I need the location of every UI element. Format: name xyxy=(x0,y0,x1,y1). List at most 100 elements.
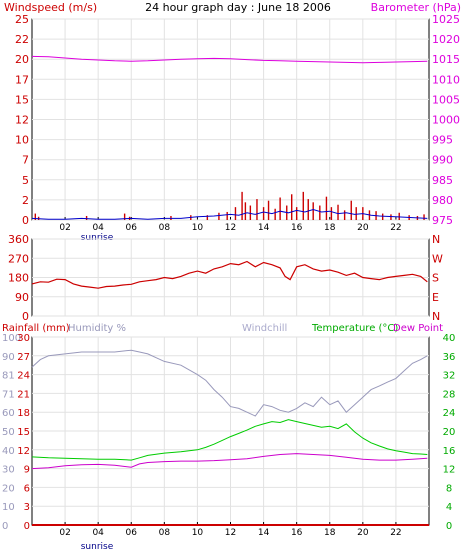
rainfall-tick-label: 6 xyxy=(24,483,30,494)
x-tick-label: 20 xyxy=(357,223,369,233)
x-tick-label: 04 xyxy=(92,223,104,233)
left-tick-label: 15 xyxy=(15,93,29,106)
left-tick-label: 0 xyxy=(22,310,29,323)
temperature-tick-label: 20 xyxy=(443,427,456,438)
rainfall-tick-label: 24 xyxy=(17,371,30,382)
right-tick-label: 1015 xyxy=(432,53,460,66)
humidity-line xyxy=(31,349,428,417)
rainfall-tick-label: 9 xyxy=(24,465,30,476)
wind-gust-line xyxy=(31,208,428,220)
left-tick-label: 180 xyxy=(8,272,29,285)
left-tick-label: 7 xyxy=(22,154,29,167)
rainfall-tick-label: 0 xyxy=(24,521,30,532)
temperature-tick-label: 32 xyxy=(443,371,456,382)
left-tick-label: 90 xyxy=(15,291,29,304)
right-tick-label: 1025 xyxy=(432,13,460,26)
windspeed-axis-label: Windspeed (m/s) xyxy=(4,1,97,14)
x-tick-label: 14 xyxy=(258,528,270,538)
right-tick-label: S xyxy=(432,272,439,285)
x-tick-label: 16 xyxy=(291,223,303,233)
x-tick-label: 10 xyxy=(192,528,204,538)
left-tick-label: 5 xyxy=(22,174,29,187)
rainfall-tick-label: 21 xyxy=(17,389,30,400)
temperature-tick-label: 12 xyxy=(443,465,456,476)
x-tick-label: 06 xyxy=(126,223,138,233)
barometer-line xyxy=(31,55,428,64)
temperature-tick-label: 24 xyxy=(443,408,456,419)
temperature-axis-label: Temperature (°C) xyxy=(311,323,398,334)
rainfall-tick-label: 15 xyxy=(17,427,30,438)
x-tick-label: 22 xyxy=(390,223,401,233)
rainfall-tick-label: 30 xyxy=(17,333,30,344)
x-tick-label: 22 xyxy=(390,528,401,538)
x-tick-label: 18 xyxy=(324,528,336,538)
x-tick-label: 12 xyxy=(225,528,236,538)
humidity-tick-label: 50 xyxy=(2,427,15,438)
left-tick-label: 17 xyxy=(15,73,29,86)
right-tick-label: 1000 xyxy=(432,114,460,127)
chart-title: 24 hour graph day : June 18 2006 xyxy=(145,1,331,14)
rainfall-tick-label: 27 xyxy=(17,352,30,363)
right-tick-label: 1020 xyxy=(432,33,460,46)
temperature-tick-label: 4 xyxy=(446,502,452,513)
humidity-tick-label: 100 xyxy=(2,333,21,344)
x-tick-label: 02 xyxy=(59,223,70,233)
dewpoint-line xyxy=(31,453,428,470)
temperature-tick-label: 8 xyxy=(446,483,452,494)
humidity-tick-label: 10 xyxy=(2,502,15,513)
right-tick-label: E xyxy=(432,291,439,304)
x-tick-label: 20 xyxy=(357,528,369,538)
left-tick-label: 2 xyxy=(22,194,29,207)
right-tick-label: 975 xyxy=(432,214,453,227)
left-tick-label: 20 xyxy=(15,53,29,66)
temperature-tick-label: 28 xyxy=(443,389,456,400)
humidity-tick-label: 71 xyxy=(2,389,15,400)
x-tick-label: 06 xyxy=(126,528,138,538)
x-tick-label: 10 xyxy=(192,223,204,233)
left-tick-label: 270 xyxy=(8,252,29,265)
right-tick-label: 990 xyxy=(432,154,453,167)
right-tick-label: N xyxy=(432,233,440,246)
left-tick-label: 25 xyxy=(15,13,29,26)
x-tick-label: 08 xyxy=(159,223,171,233)
temperature-line xyxy=(31,419,428,461)
right-tick-label: 1010 xyxy=(432,73,460,86)
temperature-tick-label: 36 xyxy=(443,352,456,363)
temperature-tick-label: 0 xyxy=(446,521,452,532)
x-tick-label: 14 xyxy=(258,223,270,233)
humidity-tick-label: 60 xyxy=(2,408,15,419)
left-tick-label: 22 xyxy=(15,33,29,46)
humidity-axis-label: Humidity % xyxy=(68,323,126,334)
x-tick-label: 12 xyxy=(225,223,236,233)
humidity-tick-label: 30 xyxy=(2,465,15,476)
rainfall-tick-label: 18 xyxy=(17,408,30,419)
x-tick-label: 02 xyxy=(59,528,70,538)
humidity-tick-label: 20 xyxy=(2,483,15,494)
left-tick-label: 360 xyxy=(8,233,29,246)
barometer-axis-label: Barometer (hPa) xyxy=(371,1,461,14)
humidity-tick-label: 0 xyxy=(2,521,8,532)
rainfall-axis-label: Rainfall (mm) xyxy=(2,323,70,334)
humidity-tick-label: 81 xyxy=(2,371,15,382)
humidity-tick-label: 90 xyxy=(2,352,15,363)
windchill-axis-label: Windchill xyxy=(242,323,287,334)
right-tick-label: 985 xyxy=(432,174,453,187)
right-tick-label: W xyxy=(432,252,443,265)
right-tick-label: 995 xyxy=(432,134,453,147)
right-tick-label: 1005 xyxy=(432,93,460,106)
left-tick-label: 10 xyxy=(15,134,29,147)
temperature-tick-label: 16 xyxy=(443,446,456,457)
rainfall-tick-label: 3 xyxy=(24,502,30,513)
left-tick-label: 0 xyxy=(22,214,29,227)
x-tick-label: 16 xyxy=(291,528,303,538)
x-tick-label: 08 xyxy=(159,528,171,538)
sunrise-label-top: sunrise xyxy=(81,233,114,243)
x-tick-label: 04 xyxy=(92,528,104,538)
rainfall-tick-label: 12 xyxy=(17,446,30,457)
temperature-tick-label: 40 xyxy=(443,333,456,344)
wind-direction-line xyxy=(31,260,428,289)
sunrise-label-bottom: sunrise xyxy=(81,542,114,552)
x-tick-label: 18 xyxy=(324,223,336,233)
dewpoint-axis-label: Dew Point xyxy=(393,323,443,334)
